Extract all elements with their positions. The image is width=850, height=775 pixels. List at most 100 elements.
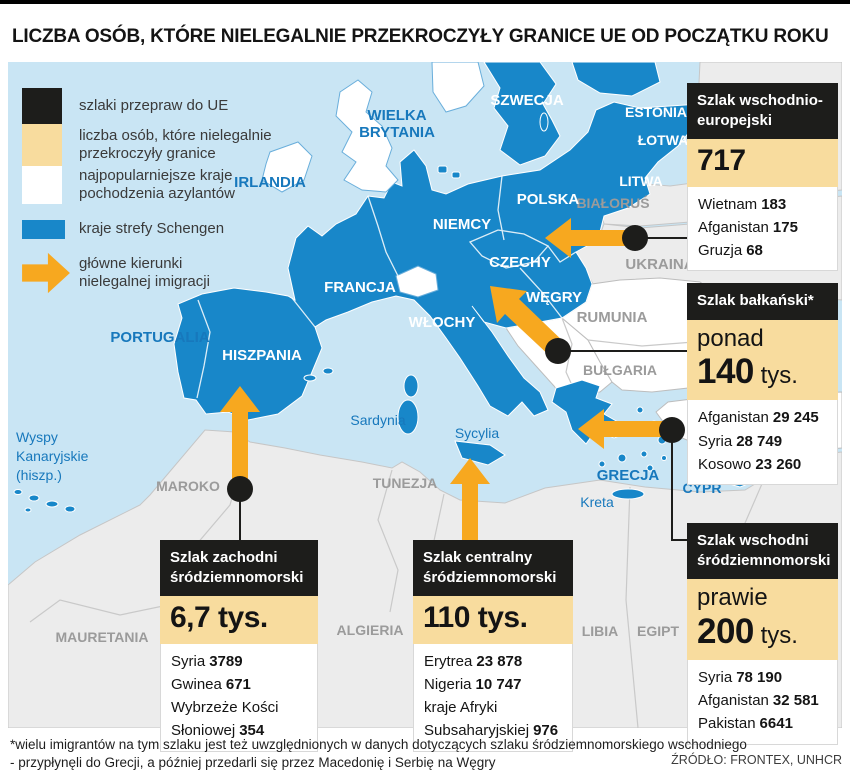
- legend-swatch-schengen: [22, 219, 65, 239]
- map-label-egipt: EGIPT: [636, 623, 680, 639]
- route-total-value: 717: [697, 144, 746, 177]
- origin-count: 68: [746, 242, 763, 259]
- route-origin-list: Syria 3789 Gwinea 671 Wybrzeże Kości Słoni…: [160, 643, 318, 752]
- gotland-island: [539, 112, 549, 132]
- map-label-libia: LIBIA: [581, 623, 619, 639]
- legend-item-routes: szlaki przepraw do UE: [22, 88, 322, 124]
- top-bar: [0, 0, 850, 4]
- route-box-central-mediterranean: Szlak centralny śródziemnomorski 110 tys…: [413, 540, 573, 752]
- origin-country: Syria: [698, 668, 733, 686]
- route-name: Szlak zachodni śródziemnomorski: [160, 540, 318, 596]
- white-countries: [261, 62, 485, 298]
- arrow-west-mediterranean-route: [220, 386, 260, 494]
- map-label-maroko: MAROKO: [156, 478, 220, 494]
- map-label-tunezja: TUNEZJA: [372, 475, 438, 491]
- canary-islands: [13, 489, 76, 513]
- origin-country: Gwinea: [171, 675, 222, 693]
- route-name: Szlak centralny śródziemnomorski: [413, 540, 573, 596]
- route-box-west-mediterranean: Szlak zachodni śródziemnomorski 6,7 tys.…: [160, 540, 318, 752]
- migration-arrows: [220, 218, 672, 546]
- map-label-estonia: ESTONIA: [625, 104, 687, 120]
- legend-item-count: liczba osób, które nielegalnie przekrocz…: [22, 124, 322, 166]
- legend-swatch-origin: [22, 166, 62, 204]
- origin-count: 23 260: [755, 455, 802, 473]
- origin-row: Nigeria 10 747: [424, 673, 562, 696]
- origin-country: Afganistan: [698, 409, 769, 427]
- map-label-sycylia: Sycylia: [454, 425, 500, 441]
- great-britain-land: [335, 79, 399, 193]
- sicily-island: [454, 440, 506, 466]
- map-label-hiszpania: HISZPANIA: [222, 347, 302, 364]
- origin-country: Nigeria: [424, 675, 472, 693]
- route-origin-list: Wietnam 183 Afganistan 175 Gruzja 68: [687, 186, 838, 272]
- origin-row: Wietnam 183: [698, 193, 827, 216]
- origin-count: 3789: [209, 652, 243, 670]
- balearic-2: [322, 367, 334, 375]
- route-total-prefix: ponad: [697, 324, 764, 352]
- origin-count: 23 878: [476, 652, 523, 670]
- origin-count: 183: [761, 195, 787, 213]
- origin-count: 10 747: [475, 675, 522, 693]
- route-total: ponad 140 tys.: [687, 319, 838, 401]
- route-origin-list: Erytrea 23 878 Nigeria 10 747 kraje Afryki…: [413, 643, 573, 752]
- route-total-suffix: tys.: [753, 362, 798, 390]
- origin-country: kraje Afryki Subsaharyjskiej: [424, 699, 530, 740]
- map-label-wegry: WĘGRY: [525, 289, 583, 306]
- norway-land: [431, 62, 485, 113]
- map-label-irlandia: IRLANDIA: [234, 174, 306, 191]
- corsica-island: [403, 374, 419, 398]
- map-label-lotwa: ŁOTWA: [637, 132, 689, 148]
- legend-item-schengen: kraje strefy Schengen: [22, 219, 322, 239]
- map-label-szwecja: SZWECJA: [490, 92, 564, 109]
- origin-row: Gruzja 68: [698, 239, 827, 262]
- origin-country: Pakistan: [698, 715, 756, 733]
- origin-count: 671: [225, 675, 251, 693]
- origin-row: Afganistan 29 245: [698, 406, 827, 429]
- source-credit: ŹRÓDŁO: FRONTEX, UNHCR: [671, 753, 842, 767]
- map-label-wielka-brytania: WIELKA BRYTANIA: [359, 107, 435, 142]
- map-legend: szlaki przepraw do UE liczba osób, które…: [22, 88, 322, 295]
- route-origin-list: Afganistan 29 245 Syria 28 749 Kosowo 23 26…: [687, 400, 838, 486]
- sweden-land: [483, 62, 561, 166]
- route-markers: [227, 225, 685, 502]
- sardinia-island: [397, 399, 419, 435]
- switzerland-land: [395, 265, 439, 298]
- route-total-value: 140: [697, 352, 754, 392]
- marker-balkan: [545, 338, 571, 364]
- map-label-portugalia: PORTUGALIA: [110, 329, 210, 346]
- origin-country: Kosowo: [698, 455, 752, 473]
- map-label-bialorus: BIAŁORUŚ: [576, 195, 650, 211]
- arrow-central-mediterranean-route: [450, 458, 490, 546]
- legend-label-count: liczba osób, które nielegalnie przekrocz…: [79, 126, 272, 162]
- legend-arrow-icon: [22, 252, 70, 294]
- route-name: Szlak wschodni śródziemnomorski: [687, 523, 838, 579]
- origin-row: Erytrea 23 878: [424, 650, 562, 673]
- footnote: *wielu imigrantów na tym szlaku jest też…: [10, 736, 747, 771]
- route-total-value: 6,7 tys.: [170, 601, 268, 634]
- origin-row: Afganistan 175: [698, 216, 827, 239]
- route-total-prefix: prawie: [697, 584, 768, 611]
- origin-country: Syria: [698, 432, 733, 450]
- map-label-polska: POLSKA: [516, 191, 580, 208]
- origin-row: Kosowo 23 260: [698, 453, 827, 476]
- origin-count: 175: [772, 218, 798, 236]
- legend-swatch-count: [22, 124, 62, 166]
- map-label-algieria: ALGIERIA: [336, 622, 404, 638]
- legend-swatch-routes: [22, 88, 62, 124]
- legend-label-origin: najpopularniejsze kraje pochodzenia azyl…: [79, 166, 235, 202]
- origin-row: Pakistan 6641: [698, 712, 827, 735]
- origin-count: 354: [239, 722, 265, 740]
- footnote-line2: - przypłynęli do Grecji, a później przed…: [10, 754, 496, 770]
- route-total-suffix: tys.: [753, 621, 798, 649]
- danish-islands: [437, 165, 461, 179]
- balearic-1: [303, 374, 317, 382]
- legend-label-schengen: kraje strefy Schengen: [79, 219, 225, 237]
- ireland-land: [261, 141, 313, 193]
- legend-label-routes: szlaki przepraw do UE: [79, 96, 229, 114]
- route-origin-list: Syria 78 190 Afganistan 32 581 Pakistan 664…: [687, 659, 838, 745]
- origin-row: Afganistan 32 581: [698, 689, 827, 712]
- origin-row: Syria 28 749: [698, 430, 827, 453]
- route-total: 717: [687, 139, 838, 187]
- map-label-mauretania: MAURETANIA: [55, 629, 149, 645]
